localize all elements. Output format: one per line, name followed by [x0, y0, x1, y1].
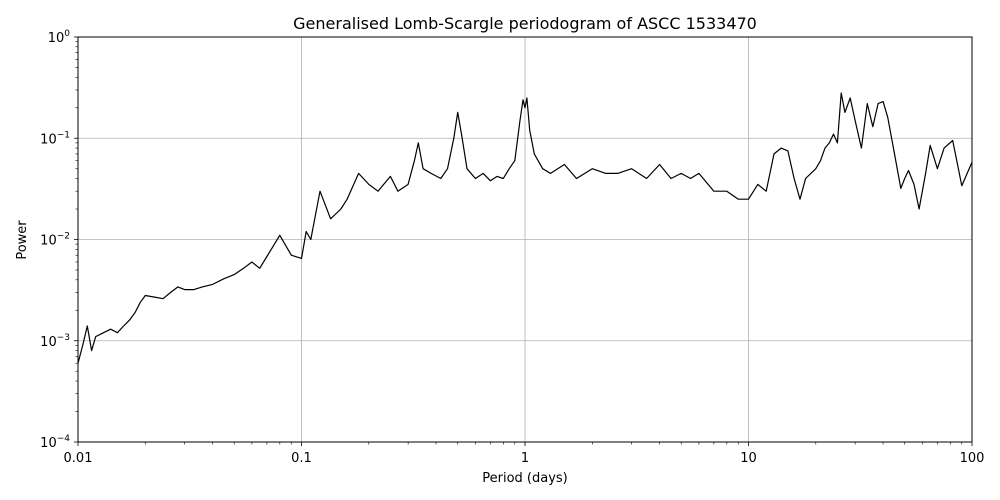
x-tick-label: 0.1	[291, 451, 312, 466]
y-tick-base: 10	[40, 234, 57, 249]
y-tick-label: 10−2	[40, 232, 70, 249]
power-series-line	[77, 92, 973, 364]
x-tick-label: 100	[960, 451, 985, 466]
y-tick-label: 10−4	[40, 434, 70, 451]
y-tick-exponent: −1	[57, 130, 70, 140]
y-tick-exponent: −4	[57, 434, 71, 444]
y-tick-label: 10−3	[40, 333, 70, 350]
x-tick-label: 10	[740, 451, 757, 466]
y-tick-label: 10−1	[40, 130, 70, 147]
y-axis-label: Power	[15, 220, 30, 260]
y-tick-label: 100	[48, 29, 71, 46]
y-tick-exponent: −3	[57, 333, 70, 343]
x-tick-label: 0.01	[64, 451, 93, 466]
y-tick-exponent: 0	[64, 29, 70, 39]
y-tick-base: 10	[40, 436, 57, 451]
y-tick-base: 10	[40, 132, 57, 147]
chart-title: Generalised Lomb-Scargle periodogram of …	[293, 14, 757, 33]
x-axis-label: Period (days)	[482, 471, 568, 486]
y-tick-base: 10	[48, 31, 65, 46]
x-tick-label: 1	[521, 451, 529, 466]
y-tick-base: 10	[40, 335, 57, 350]
y-tick-exponent: −2	[57, 232, 70, 242]
data-series	[77, 92, 973, 364]
